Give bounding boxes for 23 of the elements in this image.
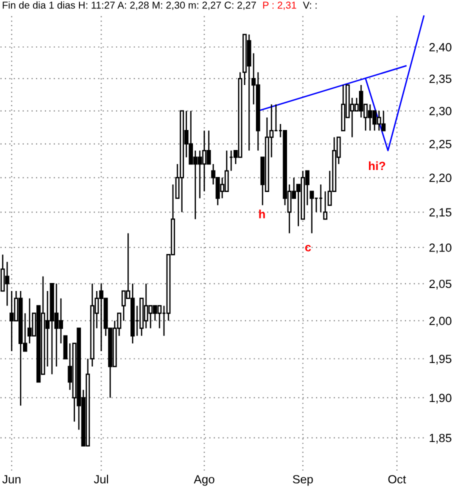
chart-subtitle: P : 2,31 bbox=[263, 2, 296, 10]
x-tick-label: Jul bbox=[94, 474, 108, 484]
annotation: h bbox=[259, 210, 265, 218]
y-tick-label: 2,35 bbox=[429, 74, 452, 84]
y-tick-label: 2,10 bbox=[429, 244, 452, 254]
y-tick-label: 2,00 bbox=[429, 316, 452, 327]
x-tick-label: Jun bbox=[2, 475, 20, 484]
x-tick-label: Ago bbox=[194, 475, 214, 486]
chart-title: Fin de dia 1 dias H: 11:27 A: 2,28 M: 2,30 m: 2,27 C: 2,27 bbox=[2, 1, 256, 10]
y-tick-label: 2,40 bbox=[429, 43, 452, 53]
y-tick-label: 1,90 bbox=[430, 394, 452, 404]
y-tick-label: 2,15 bbox=[429, 208, 452, 218]
annotation: hi? bbox=[368, 161, 386, 170]
x-tick-label: Oct bbox=[388, 475, 406, 484]
y-tick-label: 2,30 bbox=[429, 106, 452, 117]
x-tick-label: Sep bbox=[292, 475, 313, 486]
y-tick-label: 2,25 bbox=[429, 140, 452, 150]
y-tick-label: 2,05 bbox=[429, 280, 452, 290]
annotation: c bbox=[305, 244, 311, 252]
y-tick-label: 2,20 bbox=[429, 174, 452, 184]
y-tick-label: 1,85 bbox=[430, 434, 452, 444]
y-tick-label: 1,95 bbox=[430, 354, 452, 365]
text: V: : bbox=[302, 2, 317, 9]
